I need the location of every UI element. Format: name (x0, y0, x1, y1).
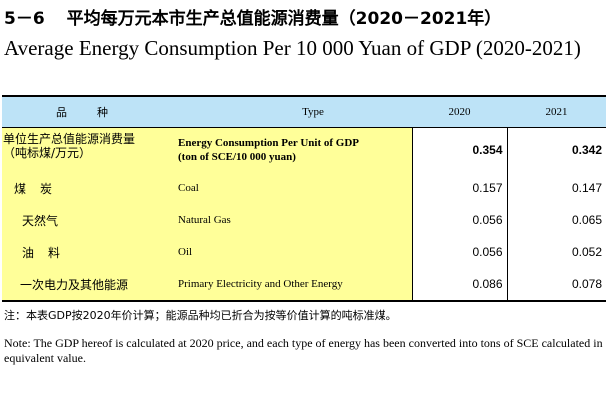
value-2020: 0.157 (411, 172, 507, 204)
header-year-2021: 2021 (507, 96, 606, 128)
row-label-cn: 一次电力及其他能源 (2, 268, 174, 301)
table-row: 单位生产总值能源消费量 （吨标煤/万元） Energy Consumption … (2, 127, 606, 172)
row-label-cn: 煤炭 (2, 172, 174, 204)
row-label-cn-line2: （吨标煤/万元） (3, 146, 92, 160)
page-title-english: Average Energy Consumption Per 10 000 Yu… (4, 36, 581, 60)
title-chinese-text: 平均每万元本市生产总值能源消费量（2020－2021年） (66, 9, 502, 29)
header-year-2020: 2020 (412, 96, 507, 128)
table-row: 天然气 Natural Gas 0.056 0.065 (2, 204, 606, 236)
note-english: Note: The GDP hereof is calculated at 20… (4, 336, 603, 365)
table-number: 5－6 (4, 9, 45, 29)
row-label-cn: 单位生产总值能源消费量 （吨标煤/万元） (2, 127, 174, 172)
table-row: 煤炭 Coal 0.157 0.147 (2, 172, 606, 204)
row-label-en-line2: (ton of SCE/10 000 yuan) (178, 151, 296, 163)
energy-consumption-table: 品种 Type 2020 2021 单位生产总值能源消费量 （吨标煤/万元） E… (2, 95, 606, 302)
page-title-chinese: 5－6 平均每万元本市生产总值能源消费量（2020－2021年） (4, 4, 501, 29)
row-label-en: Energy Consumption Per Unit of GDP (ton … (174, 127, 412, 172)
value-2021: 0.052 (506, 236, 606, 268)
header-type: Type (174, 96, 412, 128)
table-row: 油料 Oil 0.056 0.052 (2, 236, 606, 268)
value-2021: 0.147 (506, 172, 606, 204)
table-row: 一次电力及其他能源 Primary Electricity and Other … (2, 268, 606, 301)
row-label-en: Oil (174, 236, 412, 268)
row-label-en-line1: Energy Consumption Per Unit of GDP (178, 137, 359, 149)
row-label-cn: 天然气 (2, 204, 174, 236)
value-2020: 0.056 (411, 204, 507, 236)
row-label-cn: 油料 (2, 236, 174, 268)
table-header-row: 品种 Type 2020 2021 (2, 96, 606, 128)
value-2021: 0.065 (506, 204, 606, 236)
row-label-en: Coal (174, 172, 412, 204)
row-label-cn-line1: 单位生产总值能源消费量 (3, 132, 136, 146)
value-2021: 0.078 (506, 268, 606, 301)
value-2020: 0.056 (411, 236, 507, 268)
value-2020: 0.086 (411, 268, 507, 301)
note-chinese: 注：本表GDP按2020年价计算；能源品种均已折合为按等价值计算的吨标准煤。 (4, 309, 397, 322)
row-label-en: Natural Gas (174, 204, 412, 236)
value-2021: 0.342 (506, 127, 606, 172)
header-variety: 品种 (2, 96, 174, 128)
row-label-en: Primary Electricity and Other Energy (174, 268, 412, 301)
value-2020: 0.354 (411, 127, 507, 172)
